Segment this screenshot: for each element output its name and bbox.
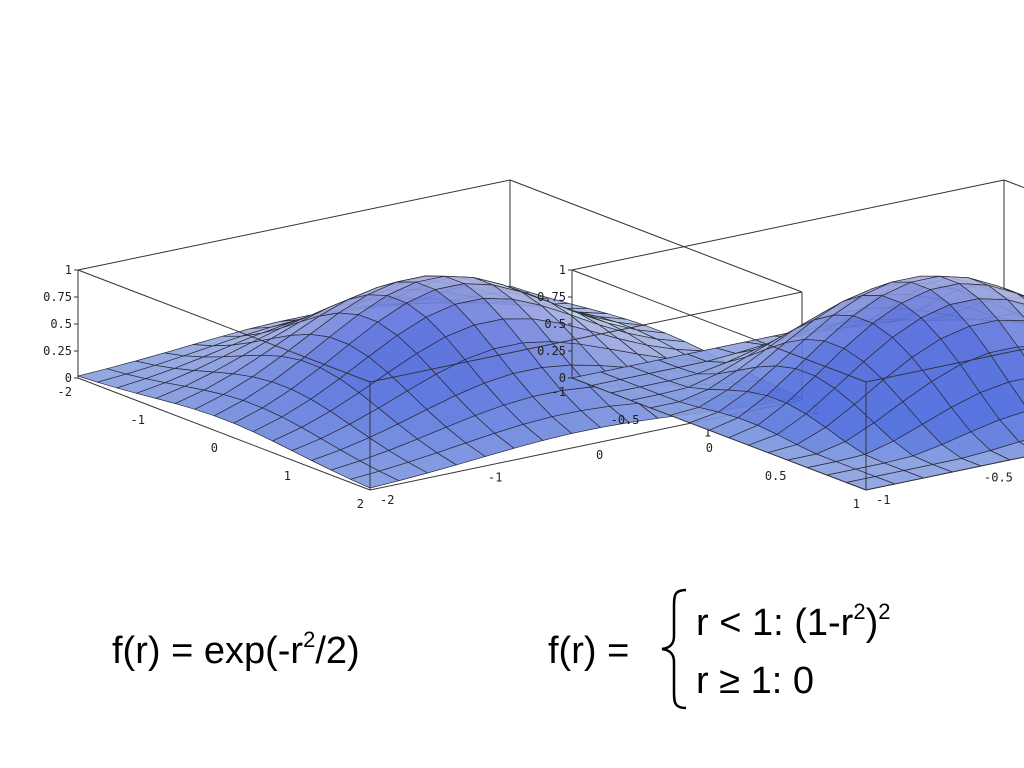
y-tick-label: -2 [380,493,394,507]
case-inside-close-paren: ) [865,602,879,644]
y-tick-label: 0 [596,448,603,462]
formula-piecewise-lhs: f(r) = [548,630,630,672]
formula-gaussian-exponent: 2 [303,627,316,652]
z-tick-label: 0.25 [43,344,72,358]
formula-case-outside: r ≥ 1: 0 [696,660,815,702]
z-tick-label: 1 [559,263,566,277]
z-tick-label: 0 [65,371,72,385]
case-inside-exponent-1: 2 [853,599,866,624]
curly-brace-icon [661,588,687,710]
y-tick-label: 1 [704,426,711,440]
x-tick-label: 0 [706,441,713,455]
z-tick-label: 0 [559,371,566,385]
x-tick-label: 0.5 [765,469,787,483]
z-tick-label: 0.5 [544,317,566,331]
y-tick-label: -1 [488,471,502,485]
x-tick-label: 0 [211,441,218,455]
formula-gaussian-rhs: /2) [315,630,360,672]
x-tick-label: 1 [284,469,291,483]
surface-mesh [570,275,1024,491]
x-tick-label: -0.5 [611,413,640,427]
z-tick-label: 0.5 [50,317,72,331]
z-tick-label: 0.25 [537,344,566,358]
x-tick-label: -2 [58,385,72,399]
x-tick-label: 2 [357,497,364,511]
z-tick-label: 1 [65,263,72,277]
bounding-box-front [571,269,1024,491]
formula-gaussian-lhs: f(r) = exp(-r [112,630,304,672]
y-tick-label: -1 [876,493,890,507]
case-inside-condition: r < 1: (1-r [696,602,854,644]
formula-case-inside: r < 1: (1-r2)2 [696,601,890,644]
polynomial-surface-plot: 00.250.50.751-1-0.500.51-1-0.500.51 [537,179,1024,511]
formula-gaussian: f(r) = exp(-r2/2) [112,629,360,672]
z-tick-label: 0.75 [537,290,566,304]
x-tick-label: -1 [131,413,145,427]
y-tick-label: -0.5 [984,471,1013,485]
x-tick-label: -1 [552,385,566,399]
z-tick-label: 0.75 [43,290,72,304]
case-inside-exponent-2: 2 [878,599,891,624]
x-tick-label: 1 [853,497,860,511]
